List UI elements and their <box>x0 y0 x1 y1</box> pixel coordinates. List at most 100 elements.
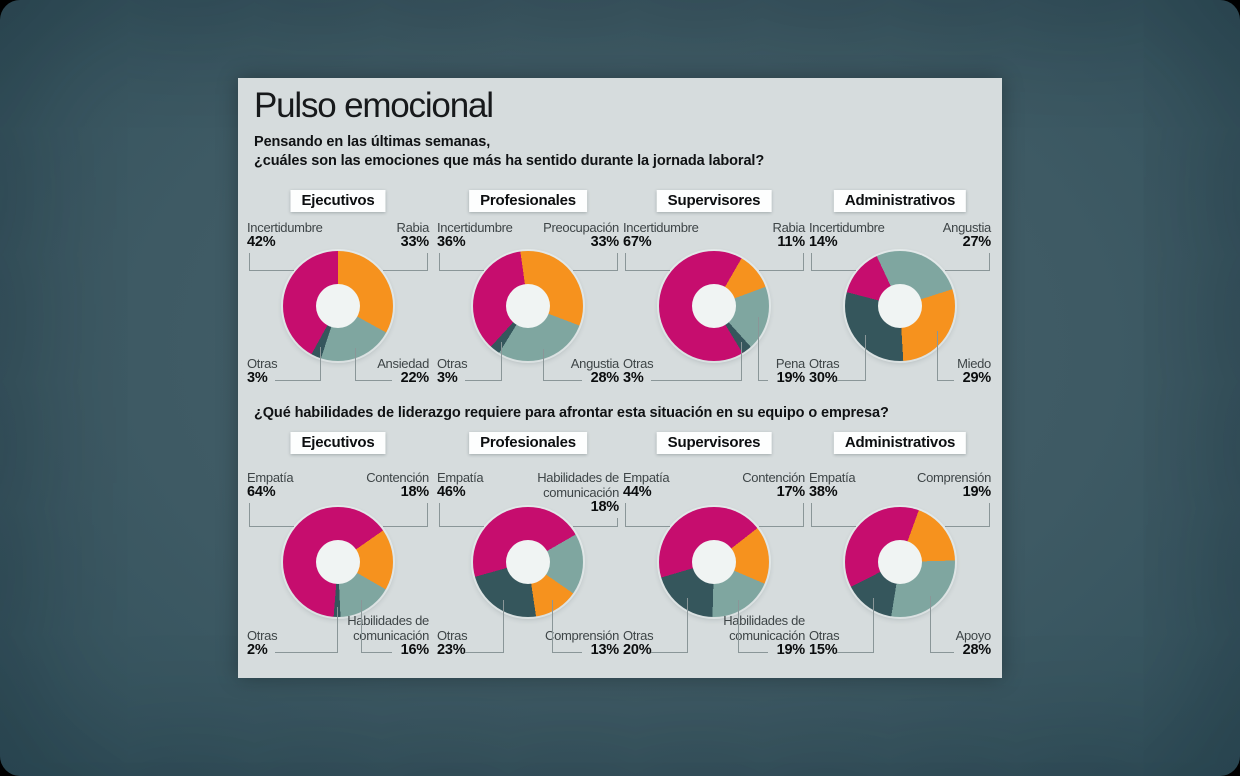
connector-line <box>625 503 670 527</box>
slice-label-value: 23% <box>437 642 466 658</box>
slice-label-name: Otras <box>247 628 278 643</box>
slice-label-bl: Otras 30% <box>809 356 840 386</box>
connector-line <box>811 253 856 271</box>
slice-label-name: Otras <box>437 628 468 643</box>
slice-label-tr: Rabia 33% <box>396 220 430 250</box>
slice-label-value: 19% <box>776 370 806 386</box>
donut-hole <box>878 284 922 328</box>
slice-label-name: Preocupación <box>543 220 619 235</box>
slice-label-name: Empatía <box>437 470 484 485</box>
slice-label-name: Rabia <box>396 220 430 235</box>
slice-label-tl: Incertidumbre 36% <box>437 220 513 250</box>
slice-label-name: Angustia <box>570 356 620 371</box>
slice-label-value: 3% <box>437 370 458 386</box>
slice-label-br: Ansiedad 22% <box>377 356 429 386</box>
slice-label-name: Incertidumbre <box>437 220 513 235</box>
slice-label-bl: Otras 3% <box>437 356 468 386</box>
connector-line <box>837 334 867 381</box>
group-title-box: Ejecutivos <box>290 190 386 212</box>
slice-label-name: Empatía <box>809 470 856 485</box>
slice-label-tr: Contención 17% <box>742 470 805 500</box>
slice-label-name: Incertidumbre <box>809 220 885 235</box>
group-title: Supervisores <box>667 192 761 209</box>
slice-label-bl: Otras 3% <box>247 356 278 386</box>
slice-label-br: Habilidades de comunicación 19% <box>705 613 805 658</box>
group-title: Profesionales <box>480 192 576 209</box>
donut-chart-group: Administrativos Angustia 27% Miedo 29% Otras… <box>807 188 993 400</box>
slice-label-name: Otras <box>623 356 654 371</box>
slice-label-br: Angustia 28% <box>570 356 620 386</box>
connector-line <box>465 599 505 653</box>
group-title: Administrativos <box>844 192 956 209</box>
donut-chart <box>473 507 583 617</box>
connector-line <box>937 331 954 381</box>
slice-label-value: 36% <box>437 234 466 250</box>
connector-line <box>651 342 742 381</box>
slice-label-value: 38% <box>809 484 838 500</box>
group-title: Profesionales <box>480 434 576 451</box>
group-title-box: Profesionales <box>469 190 587 212</box>
slice-label-value: 22% <box>400 370 430 386</box>
connector-line <box>249 253 294 271</box>
infographic-panel: Pulso emocional Pensando en las últimas … <box>238 78 1002 678</box>
slice-label-bl: Otras 20% <box>623 628 654 658</box>
slice-label-value: 33% <box>400 234 430 250</box>
connector-line <box>837 598 875 653</box>
slice-label-bl: Otras 15% <box>809 628 840 658</box>
connector-line <box>439 253 484 271</box>
slice-label-name: Comprensión <box>544 628 619 643</box>
donut-chart-group: Ejecutivos Contención 18% Habilidades de c… <box>245 430 431 670</box>
question-row1: ¿cuáles son las emociones que más ha sen… <box>254 153 765 169</box>
donut-chart-group: Administrativos Comprensión 19% Apoyo 28% Ot… <box>807 430 993 670</box>
slice-label-bl: Otras 2% <box>247 628 278 658</box>
slice-label-name: Otras <box>809 628 840 643</box>
slice-label-name: Otras <box>809 356 840 371</box>
slice-label-tl: Empatía 64% <box>247 470 294 500</box>
slice-label-value: 33% <box>590 234 620 250</box>
donut-chart <box>283 507 393 617</box>
slice-label-tr: Comprensión 19% <box>917 470 991 500</box>
connector-line <box>361 600 392 653</box>
slice-label-value: 11% <box>777 234 805 250</box>
slice-label-name: Contención <box>366 470 429 485</box>
connector-line <box>945 253 990 271</box>
donut-chart-group: Profesionales Habilidades de comunicació… <box>435 430 621 670</box>
connector-line <box>625 253 670 271</box>
donut-chart <box>659 507 769 617</box>
slice-label-value: 28% <box>590 370 620 386</box>
slice-label-value: 44% <box>623 484 652 500</box>
slice-label-name: Empatía <box>247 470 294 485</box>
slice-label-value: 42% <box>247 234 276 250</box>
connector-line <box>551 600 582 653</box>
slice-label-value: 3% <box>623 370 644 386</box>
slice-label-br: Comprensión 13% <box>545 628 619 658</box>
slice-label-name: Otras <box>247 356 278 371</box>
slice-label-value: 18% <box>590 499 620 515</box>
donut-chart-group: Supervisores Contención 17% Habilidades de… <box>621 430 807 670</box>
slice-label-name: Habilidades de comunicación <box>347 613 429 643</box>
donut-chart-group: Profesionales Preocupación 33% Angustia 28%… <box>435 188 621 400</box>
slice-label-bl: Otras 23% <box>437 628 468 658</box>
page-title: Pulso emocional <box>254 86 494 125</box>
slice-label-value: 3% <box>247 370 268 386</box>
connector-line <box>738 599 768 653</box>
group-title: Administrativos <box>844 434 956 451</box>
connector-line <box>929 595 954 653</box>
slice-label-tl: Empatía 44% <box>623 470 670 500</box>
donut-hole <box>316 540 360 584</box>
connector-line <box>439 503 484 527</box>
donut-hole <box>692 540 736 584</box>
group-title-box: Profesionales <box>469 432 587 454</box>
group-title-box: Administrativos <box>833 190 967 212</box>
slice-label-tr: Preocupación 33% <box>543 220 619 250</box>
connector-line <box>759 503 804 527</box>
slice-label-value: 19% <box>776 642 806 658</box>
group-title-box: Supervisores <box>656 432 772 454</box>
group-title-box: Ejecutivos <box>290 432 386 454</box>
donut-hole <box>878 540 922 584</box>
slice-label-name: Miedo <box>957 356 991 371</box>
slice-label-value: 67% <box>623 234 652 250</box>
slice-label-br: Habilidades de comunicación 16% <box>329 613 429 658</box>
slice-label-value: 20% <box>623 642 652 658</box>
slice-label-tl: Incertidumbre 14% <box>809 220 885 250</box>
